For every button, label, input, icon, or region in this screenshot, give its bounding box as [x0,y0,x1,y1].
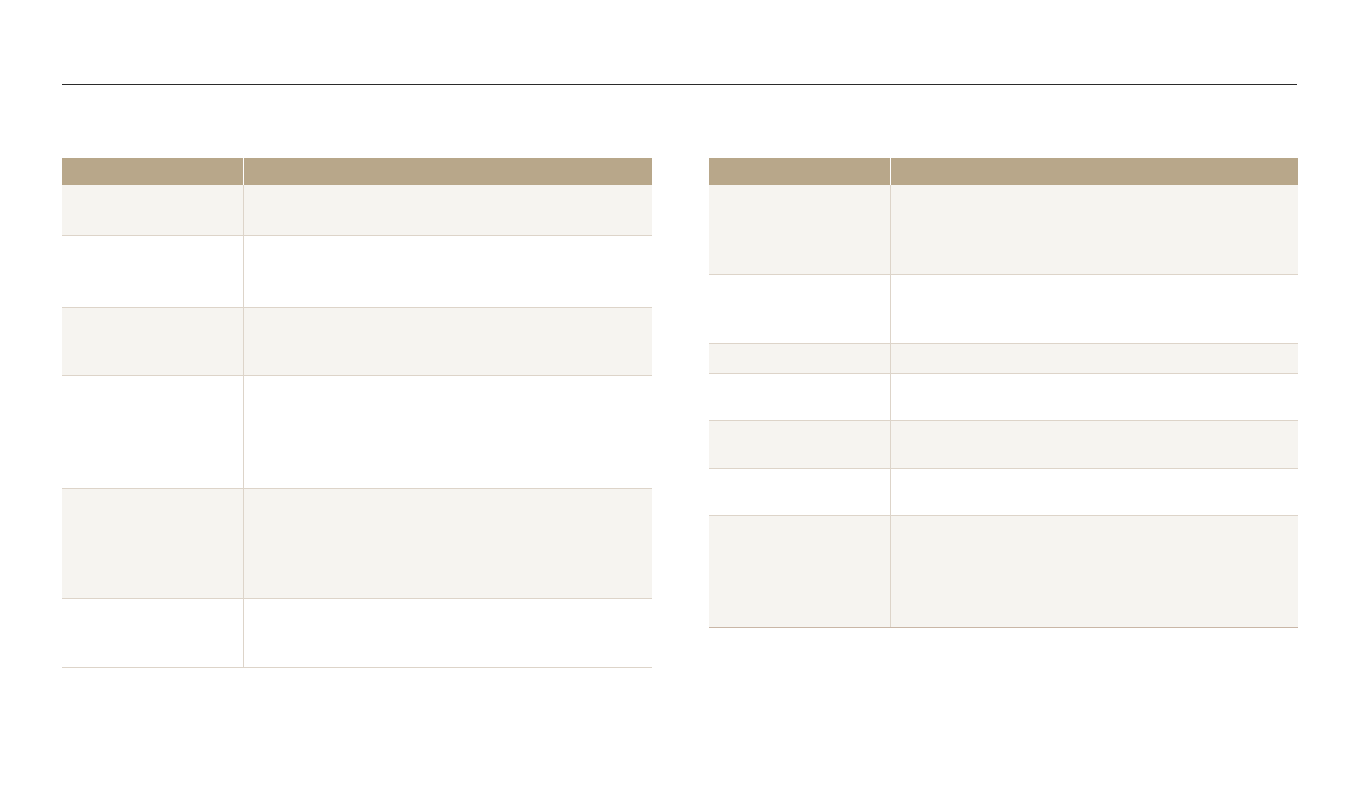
row [709,420,1298,468]
table-header [62,158,652,185]
left-table [62,158,652,668]
row [62,375,652,488]
row [62,488,652,598]
row [62,598,652,667]
row-borders [709,185,1298,627]
row [709,373,1298,420]
row [709,468,1298,515]
row [709,274,1298,343]
table-header [709,158,1298,185]
row [709,515,1298,627]
row [62,185,652,235]
row [62,235,652,307]
row [709,343,1298,373]
row [709,185,1298,274]
row [62,307,652,375]
right-table [709,158,1298,628]
row-borders [62,185,652,668]
